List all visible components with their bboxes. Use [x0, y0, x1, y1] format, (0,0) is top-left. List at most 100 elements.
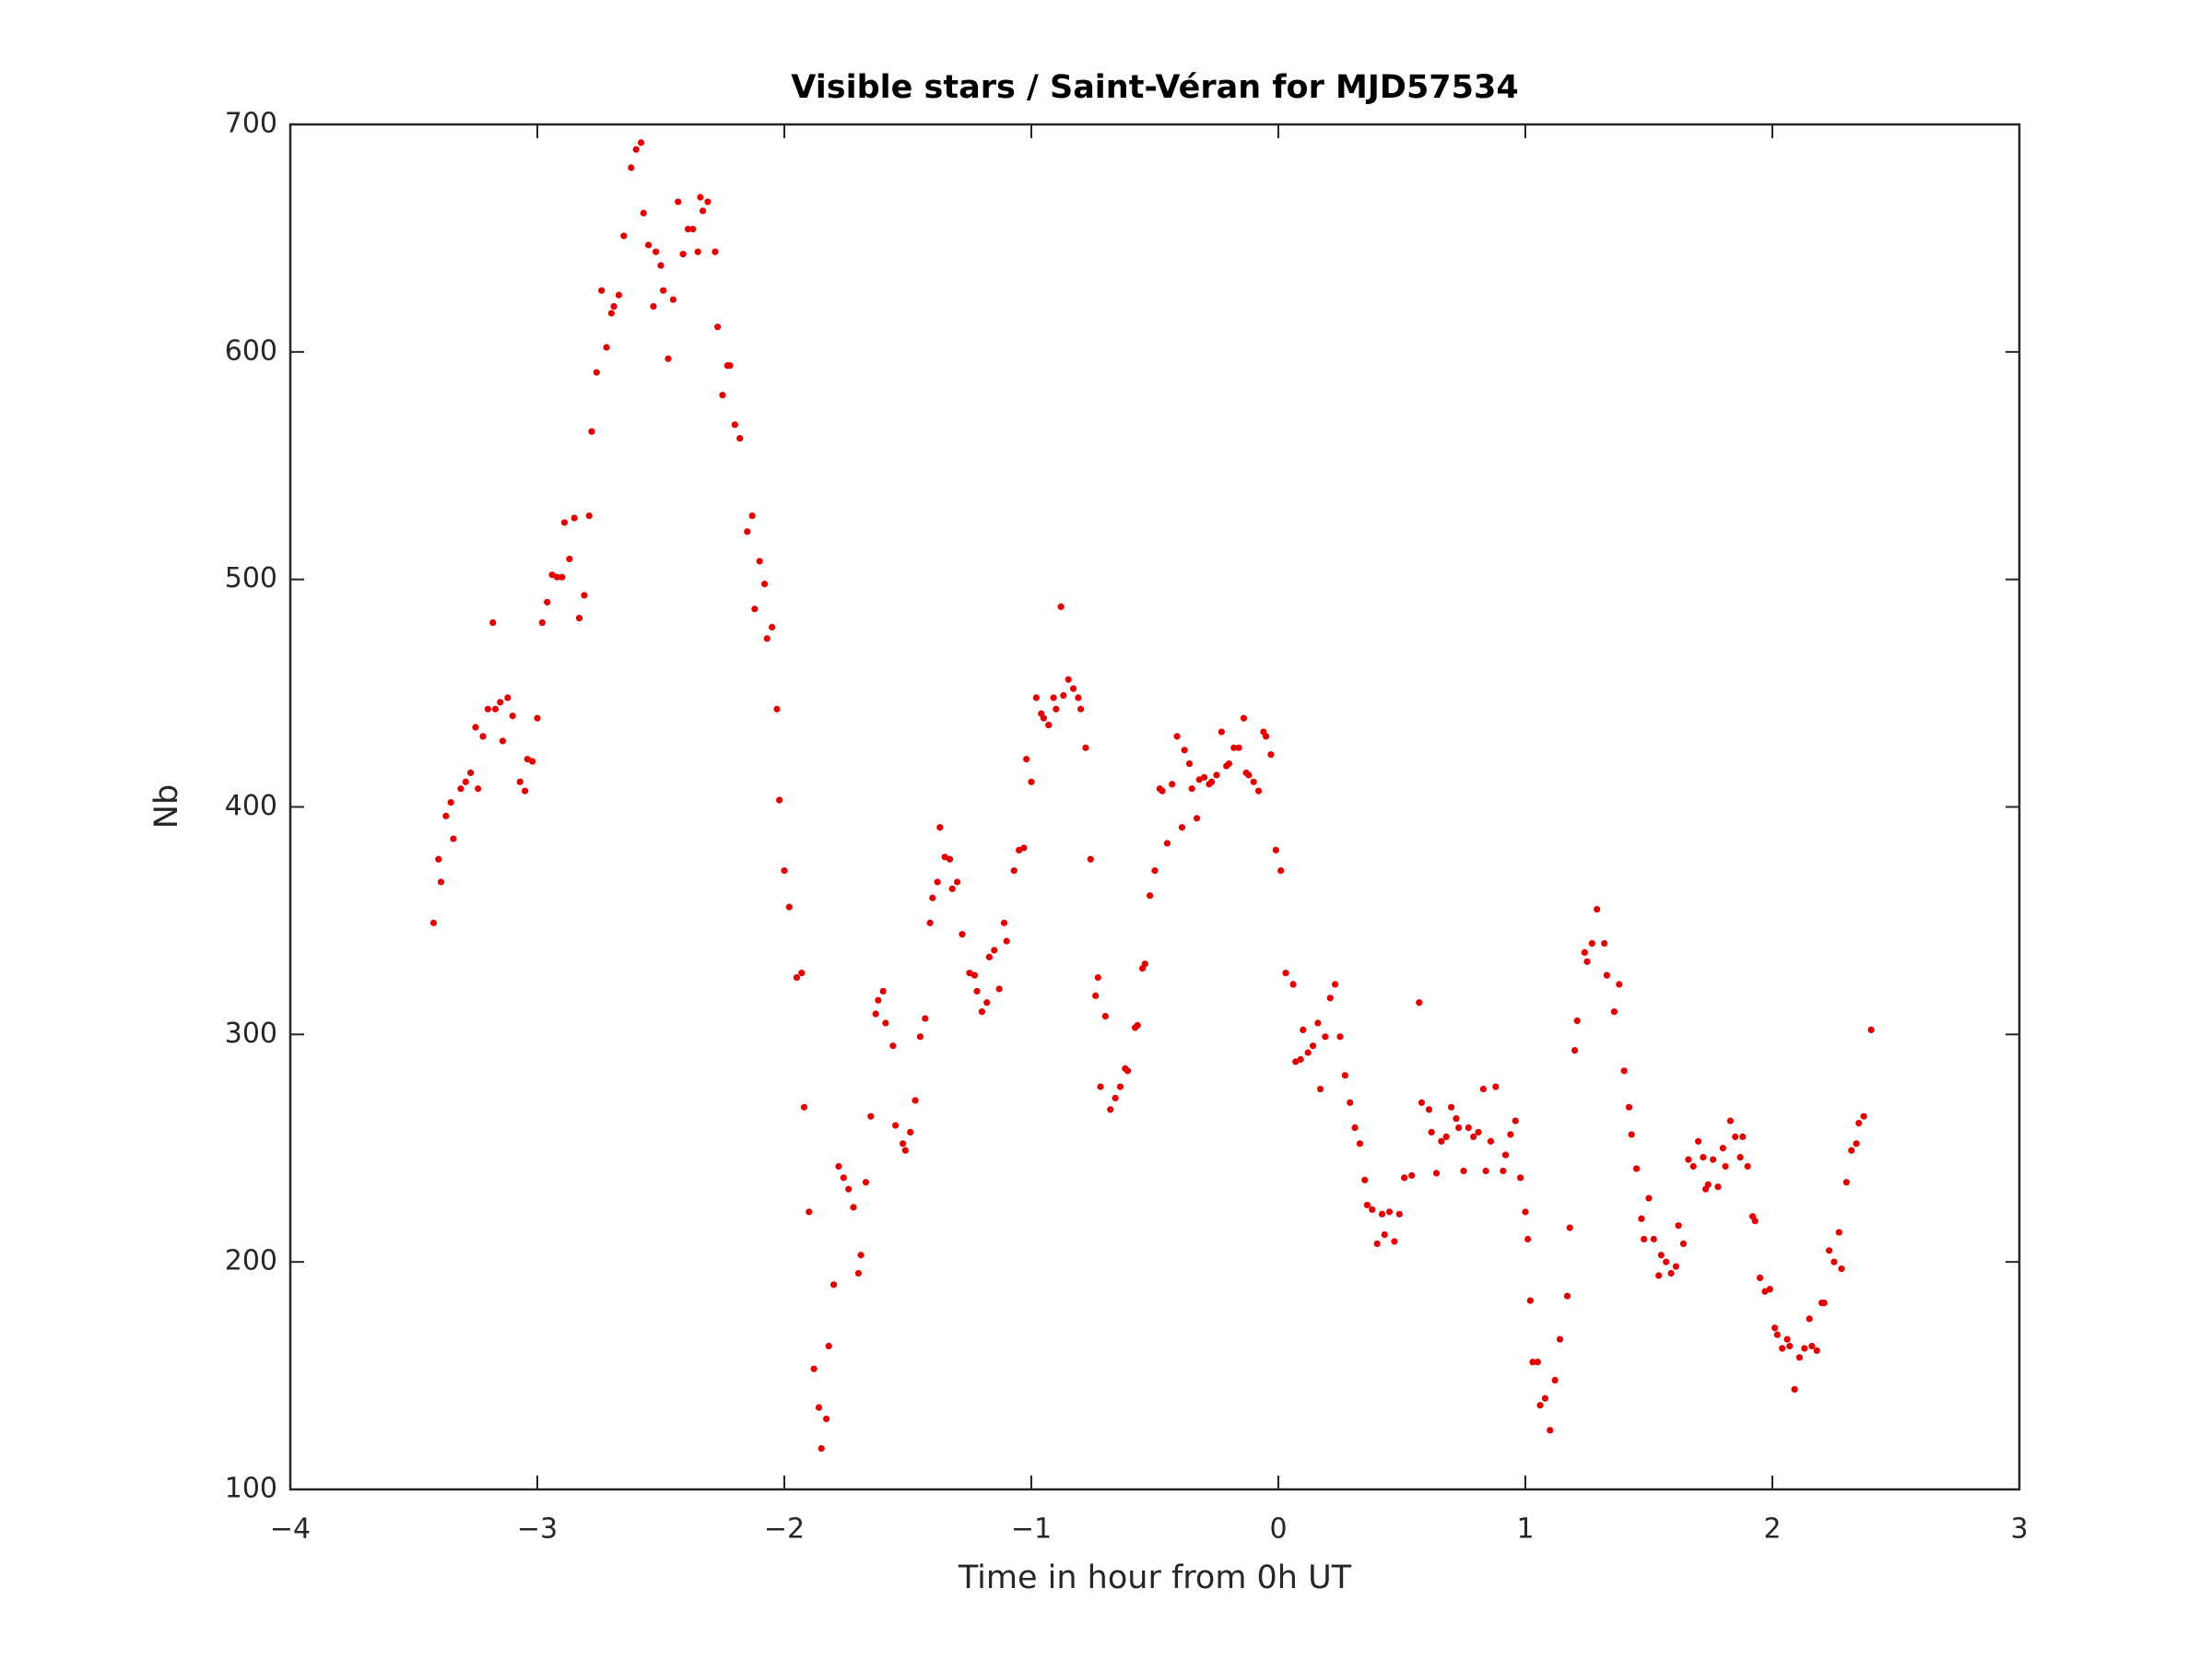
data-point: [1638, 1215, 1645, 1222]
data-point: [1316, 1085, 1324, 1093]
data-point: [850, 1204, 857, 1211]
data-point: [1700, 1154, 1707, 1161]
data-point: [1581, 948, 1588, 957]
data-point: [756, 558, 763, 565]
data-point: [1169, 781, 1176, 788]
data-point: [983, 999, 991, 1006]
data-point: [731, 421, 739, 429]
data-point: [1645, 1194, 1653, 1202]
data-point: [1835, 1229, 1842, 1236]
x-tick-label: 2: [1763, 1513, 1781, 1546]
data-point: [1757, 1274, 1764, 1282]
data-point: [598, 287, 606, 294]
data-point: [499, 737, 507, 745]
data-point: [479, 733, 487, 740]
data-point: [1761, 1288, 1769, 1295]
data-point: [1722, 1162, 1729, 1171]
data-point: [1289, 981, 1297, 988]
data-point: [1391, 1238, 1398, 1245]
data-point: [1625, 1103, 1633, 1111]
data-point: [1541, 1394, 1549, 1402]
chart-title: Visible stars / Saint-Véran for MJD57534: [791, 69, 1518, 106]
data-point: [640, 209, 647, 217]
data-point: [907, 1128, 914, 1136]
data-point: [675, 198, 682, 206]
data-point: [781, 867, 788, 875]
data-point: [632, 146, 640, 153]
data-point: [1695, 1137, 1702, 1145]
data-point: [1304, 1049, 1312, 1056]
data-point: [862, 1179, 870, 1186]
data-point: [1563, 1292, 1571, 1300]
data-point: [991, 947, 998, 954]
data-point: [1487, 1137, 1495, 1145]
data-point: [1529, 1359, 1536, 1366]
data-point: [1628, 1131, 1635, 1138]
data-point: [1526, 1297, 1534, 1304]
data-point: [1522, 1208, 1529, 1216]
data-point: [1250, 778, 1257, 785]
data-point: [751, 606, 759, 613]
data-point: [637, 139, 645, 147]
data-point: [1820, 1299, 1828, 1307]
data-point: [660, 287, 667, 294]
plot-frame: [288, 123, 2021, 1491]
data-point: [1418, 1099, 1426, 1106]
data-point: [901, 1147, 909, 1154]
data-point: [1297, 1055, 1304, 1064]
data-point: [959, 931, 966, 938]
data-point: [1188, 785, 1195, 793]
data-point: [1163, 840, 1171, 847]
data-point: [1065, 676, 1072, 683]
data-point: [954, 878, 961, 886]
data-point: [1408, 1171, 1416, 1179]
data-point: [825, 1342, 832, 1350]
data-point: [1050, 694, 1057, 701]
data-point: [830, 1281, 838, 1288]
y-tick-label: 400: [225, 790, 277, 822]
data-point: [1416, 999, 1423, 1006]
data-point: [1032, 694, 1040, 701]
data-point: [1235, 744, 1242, 751]
data-point: [1282, 970, 1289, 977]
data-point: [1225, 760, 1232, 768]
data-point: [1351, 1124, 1359, 1132]
data-point: [1173, 733, 1181, 740]
data-point: [769, 623, 776, 631]
data-point: [1867, 1026, 1875, 1033]
data-point: [447, 798, 454, 806]
data-point: [1779, 1345, 1786, 1352]
data-point: [1082, 744, 1089, 751]
data-point: [1378, 1210, 1386, 1218]
data-point: [522, 787, 529, 794]
data-point: [1107, 1106, 1114, 1113]
data-point: [1097, 1083, 1104, 1090]
data-point: [1292, 1058, 1300, 1065]
data-point: [892, 1122, 900, 1129]
data-point: [854, 1269, 863, 1277]
data-point: [1806, 1315, 1813, 1323]
data-point: [1386, 1208, 1394, 1216]
data-point: [810, 1365, 818, 1372]
data-point: [1087, 855, 1094, 863]
data-point: [1020, 844, 1028, 852]
data-point: [1583, 958, 1591, 965]
x-tick-label: 3: [2010, 1513, 2028, 1546]
data-point: [1453, 1115, 1460, 1123]
data-point: [1341, 1072, 1348, 1079]
data-point: [941, 853, 948, 861]
data-point: [818, 1444, 825, 1453]
data-point: [1309, 1042, 1317, 1050]
data-point: [575, 615, 583, 622]
data-point: [1736, 1154, 1744, 1161]
data-point: [429, 919, 438, 926]
data-point: [534, 714, 541, 722]
data-point: [926, 919, 934, 926]
data-point: [1808, 1342, 1816, 1350]
data-point: [1783, 1335, 1791, 1343]
data-point: [948, 885, 956, 892]
data-point: [776, 796, 783, 804]
x-tick-label: 0: [1269, 1513, 1287, 1546]
x-tick-label: −2: [764, 1513, 805, 1546]
